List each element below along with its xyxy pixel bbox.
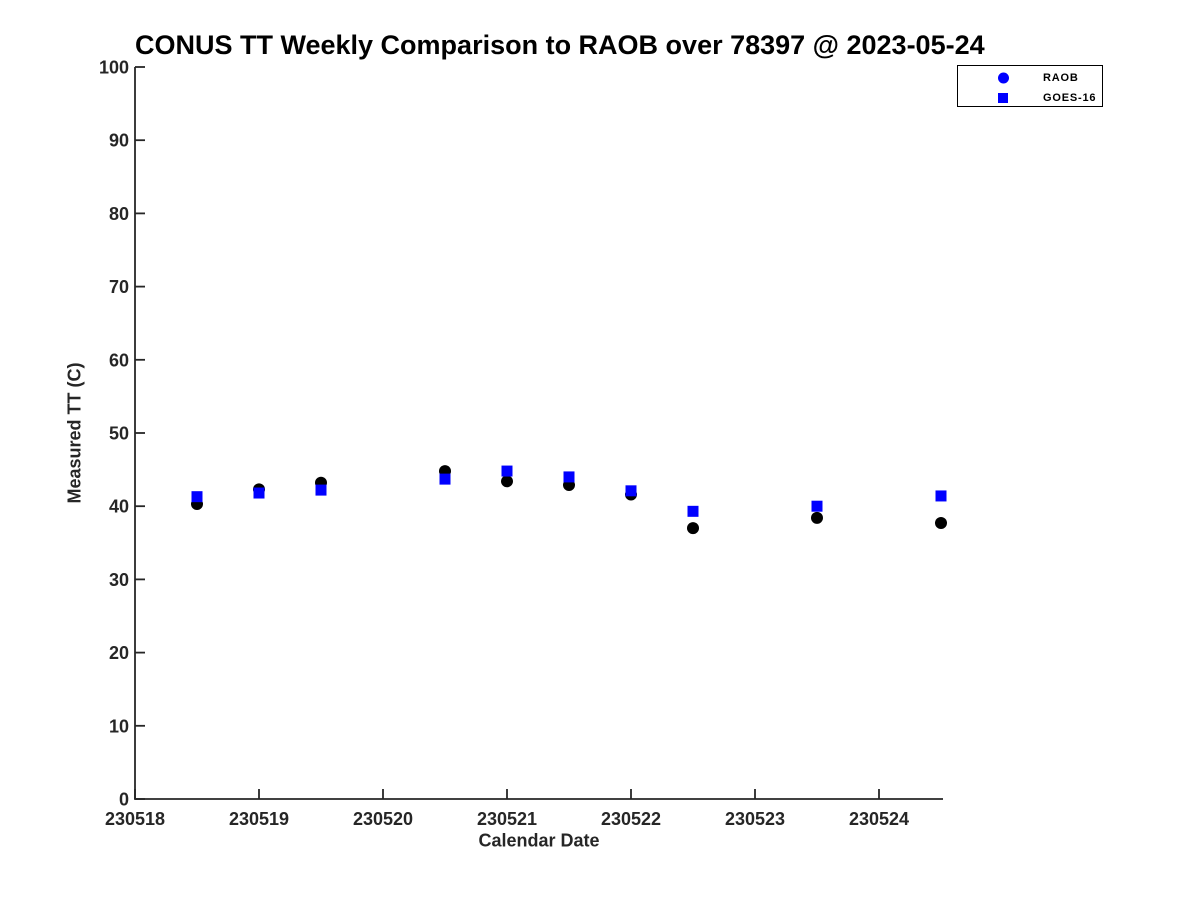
y-tick-label: 80 [109,204,129,224]
y-tick-label: 50 [109,424,129,444]
legend-entry-goes16: GOES-16 [958,89,1102,106]
goes16-marker [439,473,451,485]
x-tick-label: 230524 [849,809,909,829]
x-tick-label: 230521 [477,809,537,829]
goes16-marker [253,487,265,499]
raob-marker [687,522,699,535]
x-tick-label: 230519 [229,809,289,829]
y-tick-label: 60 [109,350,129,370]
chart-title: CONUS TT Weekly Comparison to RAOB over … [135,30,985,60]
goes16-marker [563,471,575,483]
goes16-marker [191,491,203,503]
x-tick-label: 230523 [725,809,785,829]
raob-marker [935,517,947,530]
x-axis-label: Calendar Date [478,830,600,851]
goes16-marker [687,505,699,517]
goes16-marker [625,485,637,497]
y-tick-label: 10 [109,716,129,736]
y-tick-label: 30 [109,570,129,590]
x-tick-label: 230522 [601,809,661,829]
legend: RAOB GOES-16 [957,65,1103,107]
y-tick-label: 0 [119,790,129,810]
raob-legend-circle-icon [998,72,1009,83]
goes16-marker [315,484,327,496]
x-tick-label: 230518 [105,809,165,829]
legend-entry-raob: RAOB [958,69,1102,86]
goes16-marker [501,465,513,477]
y-tick-label: 70 [109,277,129,297]
x-tick-label: 230520 [353,809,413,829]
raob-marker [811,511,823,524]
goes16-marker [935,490,947,502]
y-tick-label: 40 [109,497,129,517]
goes16-legend-square-icon [998,92,1008,103]
legend-label-goes16: GOES-16 [1043,91,1097,104]
y-tick-label: 90 [109,131,129,151]
y-tick-label: 20 [109,643,129,663]
goes16-marker [811,500,823,512]
y-tick-label: 100 [99,58,129,78]
raob-marker [501,475,513,488]
legend-label-raob: RAOB [1043,71,1079,84]
